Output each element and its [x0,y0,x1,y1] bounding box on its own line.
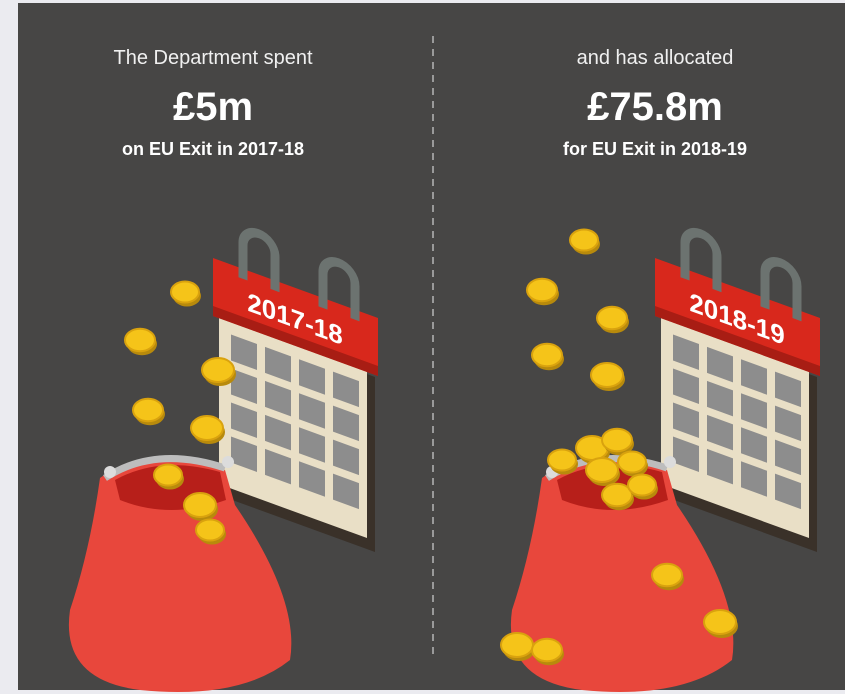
amount: £5m [173,85,253,129]
intro: The Department spent [114,47,313,69]
infographic: The Department spent £5m on EU Exit in 2… [0,0,845,694]
amount: £75.8m [587,85,723,129]
caption: on EU Exit in 2017-18 [122,139,304,159]
caption: for EU Exit in 2018-19 [563,139,747,159]
intro: and has allocated [577,47,734,69]
